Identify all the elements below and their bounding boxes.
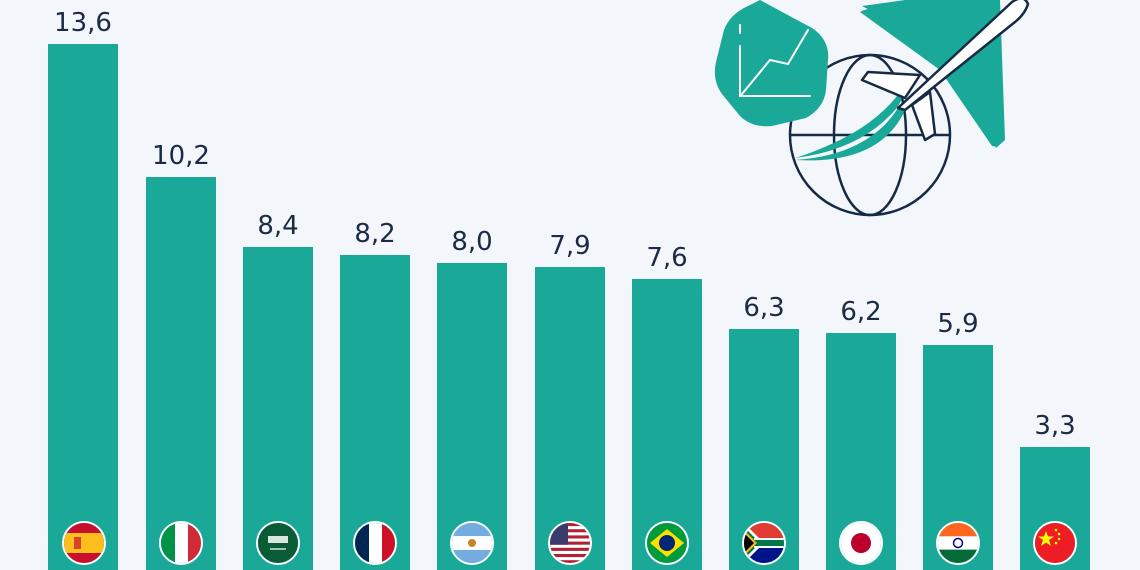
bar-united-states xyxy=(535,267,605,570)
bar-value-label: 5,9 xyxy=(937,309,979,339)
bar-value-label: 6,3 xyxy=(743,293,785,323)
flag-france-icon xyxy=(353,521,397,565)
flag-argentina-icon xyxy=(450,521,494,565)
flag-brazil-icon xyxy=(645,521,689,565)
bar-france xyxy=(340,255,410,570)
bar-value-label: 7,6 xyxy=(646,243,688,273)
flag-italy-icon xyxy=(159,521,203,565)
bar-italy xyxy=(146,177,216,570)
bar-argentina xyxy=(437,263,507,570)
bar-value-label: 7,9 xyxy=(549,231,591,261)
flag-china-icon xyxy=(1033,521,1077,565)
airplane-shadow-icon xyxy=(860,0,1005,148)
bar-value-label: 8,2 xyxy=(354,219,396,249)
airplane-icon xyxy=(860,0,1030,142)
bar-spain xyxy=(48,44,118,570)
bar-value-label: 13,6 xyxy=(54,8,112,38)
bar-value-label: 6,2 xyxy=(840,297,882,327)
flag-usa-icon xyxy=(548,521,592,565)
flag-japan-icon xyxy=(839,521,883,565)
bar-value-label: 3,3 xyxy=(1034,411,1076,441)
bar-value-label: 10,2 xyxy=(152,141,210,171)
bar-saudi-arabia xyxy=(243,247,313,570)
flag-india-icon xyxy=(936,521,980,565)
line-chart-hexagon-icon xyxy=(714,0,829,127)
flag-saudi-arabia-icon xyxy=(256,521,300,565)
flag-spain-icon xyxy=(62,521,106,565)
bar-value-label: 8,0 xyxy=(451,227,493,257)
bar-value-label: 8,4 xyxy=(257,211,299,241)
travel-illustration xyxy=(714,0,1030,217)
flag-south-africa-icon xyxy=(742,521,786,565)
